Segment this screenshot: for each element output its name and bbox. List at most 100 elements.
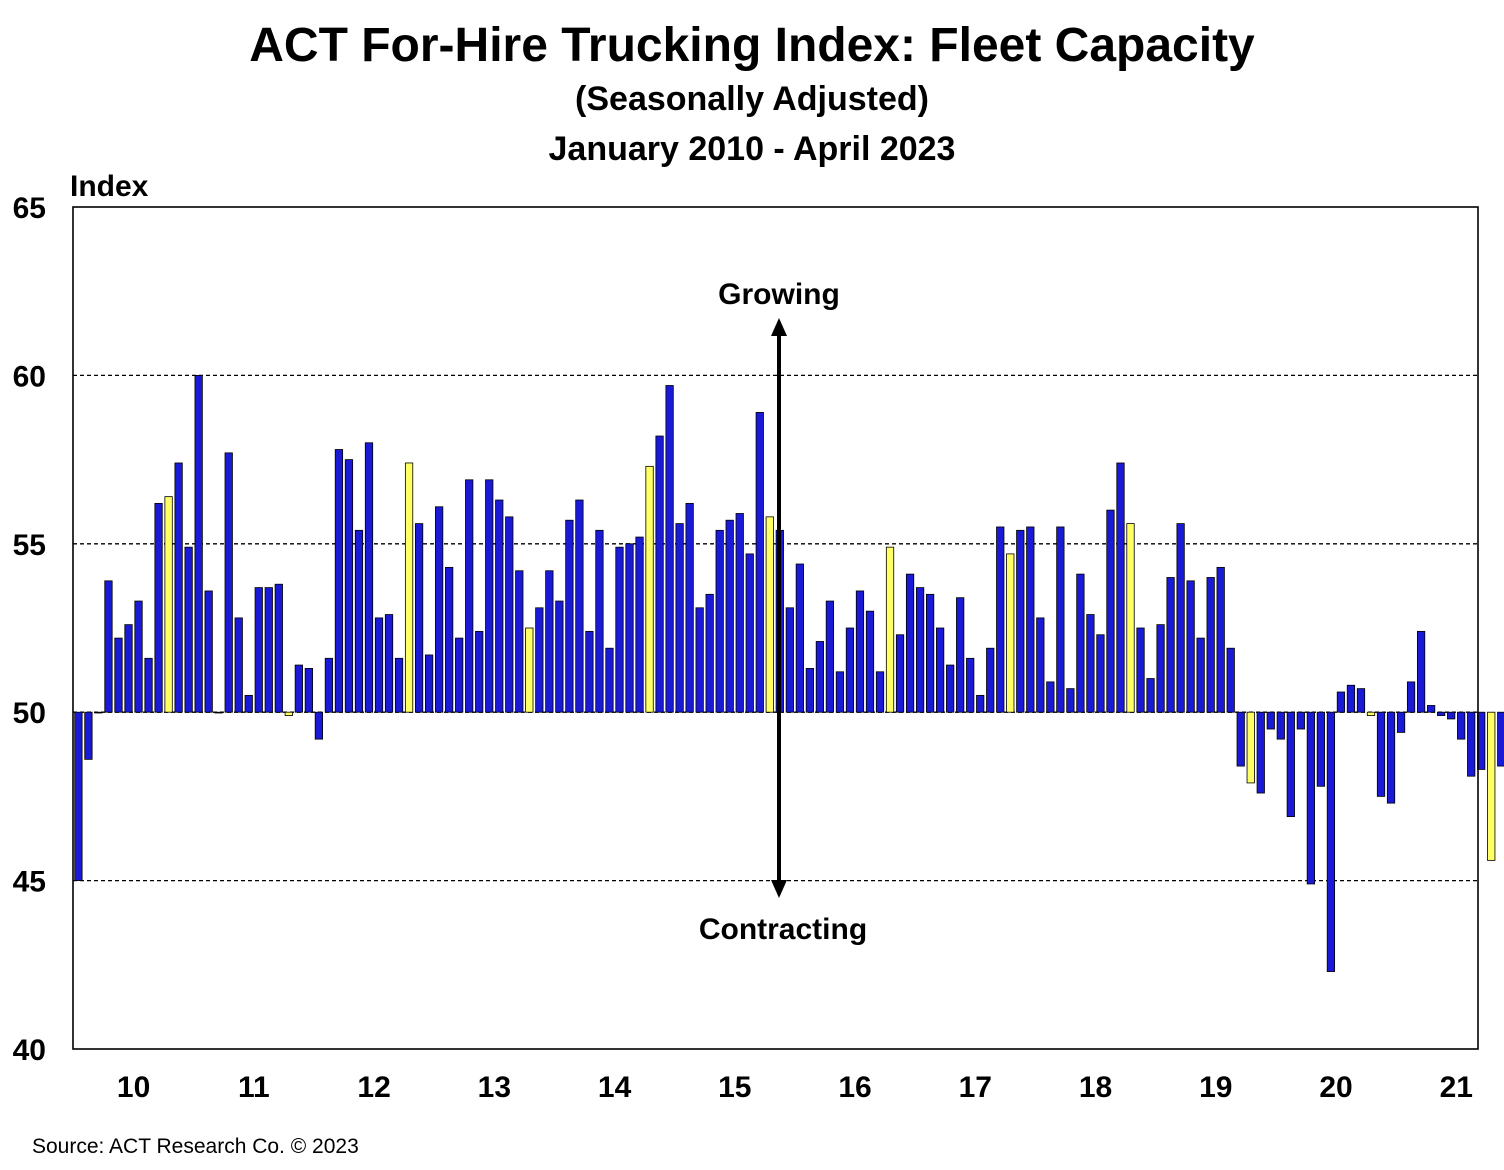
bar bbox=[314, 711, 323, 740]
bar bbox=[1116, 462, 1125, 713]
bar bbox=[1226, 647, 1235, 713]
y-tick-label: 50 bbox=[13, 697, 46, 730]
bar bbox=[815, 641, 824, 713]
bar bbox=[204, 590, 213, 713]
bar bbox=[1296, 711, 1305, 730]
bar bbox=[124, 624, 133, 713]
bar bbox=[845, 627, 855, 713]
bar bbox=[615, 546, 624, 713]
bar bbox=[465, 479, 474, 713]
bar bbox=[725, 519, 734, 713]
bar bbox=[986, 647, 995, 713]
bar bbox=[294, 664, 303, 713]
bar bbox=[895, 634, 905, 713]
bar bbox=[1246, 711, 1255, 784]
bar bbox=[435, 506, 444, 713]
bar bbox=[1216, 566, 1225, 713]
bar bbox=[625, 543, 634, 713]
bar bbox=[495, 499, 504, 713]
bar bbox=[795, 563, 804, 713]
bar bbox=[74, 711, 83, 882]
bar bbox=[1366, 711, 1376, 716]
bar bbox=[1276, 711, 1285, 740]
bar bbox=[1056, 526, 1065, 713]
bar bbox=[234, 617, 243, 713]
bar bbox=[825, 600, 835, 713]
bar bbox=[214, 711, 223, 714]
bar bbox=[1356, 688, 1366, 713]
bar bbox=[1406, 681, 1416, 713]
y-tick-label: 60 bbox=[13, 360, 46, 393]
bar bbox=[865, 610, 875, 713]
x-tick-label: 11 bbox=[238, 1071, 270, 1104]
bar bbox=[445, 566, 454, 713]
bar bbox=[585, 630, 594, 713]
bar bbox=[915, 587, 925, 713]
bar bbox=[635, 536, 644, 713]
bar bbox=[1467, 711, 1476, 777]
bar bbox=[755, 412, 764, 713]
bar bbox=[254, 587, 263, 713]
bar bbox=[1236, 711, 1245, 767]
y-tick-label: 55 bbox=[13, 529, 46, 562]
bar bbox=[515, 570, 524, 713]
bar bbox=[1006, 553, 1015, 713]
bar bbox=[685, 502, 694, 713]
bar bbox=[555, 600, 564, 713]
bar bbox=[1266, 711, 1275, 730]
bar bbox=[1156, 624, 1165, 713]
bar bbox=[1416, 630, 1426, 713]
bar bbox=[535, 607, 544, 713]
bar bbox=[264, 587, 273, 713]
bar bbox=[114, 637, 123, 713]
bar bbox=[1256, 711, 1265, 794]
source-note: Source: ACT Research Co. © 2023 bbox=[32, 1135, 359, 1158]
y-axis-label: Index bbox=[70, 170, 149, 203]
bar bbox=[134, 600, 143, 713]
arrow-down-head bbox=[771, 880, 787, 898]
bar bbox=[1316, 711, 1326, 787]
bar bbox=[344, 459, 354, 713]
x-tick-label: 19 bbox=[1199, 1071, 1232, 1104]
bar bbox=[565, 519, 574, 713]
bar bbox=[244, 694, 253, 713]
bar bbox=[1326, 711, 1336, 972]
bar bbox=[595, 529, 604, 713]
bar bbox=[705, 593, 714, 713]
bar bbox=[304, 668, 313, 713]
plot-frame bbox=[72, 206, 1479, 1050]
bar bbox=[1447, 711, 1456, 720]
bar bbox=[926, 593, 935, 713]
contracting-label: Contracting bbox=[699, 913, 867, 946]
bar bbox=[334, 449, 344, 713]
bar bbox=[1437, 711, 1446, 716]
bar bbox=[1066, 688, 1075, 713]
bar bbox=[1186, 580, 1195, 713]
x-tick-label: 20 bbox=[1319, 1071, 1352, 1104]
bar bbox=[394, 657, 404, 713]
bar bbox=[224, 452, 233, 713]
bar bbox=[324, 657, 334, 713]
bar bbox=[855, 590, 865, 713]
bar bbox=[174, 462, 183, 713]
x-tick-label: 18 bbox=[1079, 1071, 1112, 1104]
bar bbox=[1306, 711, 1315, 885]
bar bbox=[485, 479, 494, 713]
bar bbox=[1286, 711, 1295, 818]
chart-title: ACT For-Hire Trucking Index: Fleet Capac… bbox=[249, 19, 1255, 72]
bar bbox=[1427, 705, 1436, 713]
bar bbox=[164, 496, 173, 713]
bar bbox=[1126, 523, 1135, 713]
bar bbox=[525, 627, 534, 713]
bar bbox=[1076, 573, 1085, 713]
bar bbox=[475, 630, 484, 713]
bar bbox=[94, 711, 103, 714]
bar bbox=[1016, 529, 1025, 713]
bar bbox=[1106, 509, 1115, 713]
bar bbox=[956, 597, 965, 713]
bar bbox=[1176, 523, 1185, 713]
bar bbox=[885, 546, 895, 713]
bar bbox=[354, 529, 364, 713]
x-tick-label: 14 bbox=[598, 1071, 632, 1104]
bar bbox=[1497, 711, 1504, 767]
